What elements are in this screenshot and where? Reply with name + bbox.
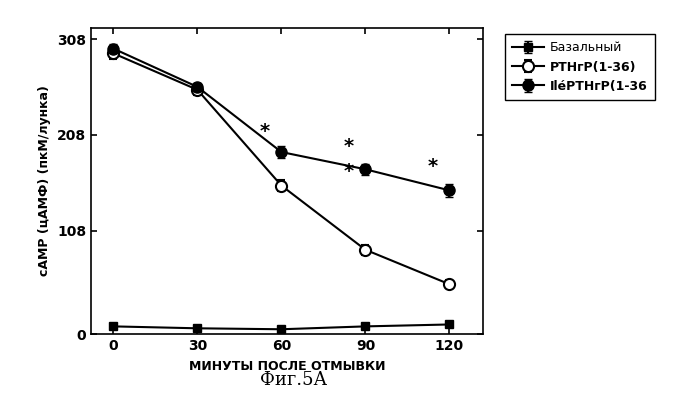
Text: *: * <box>428 157 438 176</box>
X-axis label: МИНУТЫ ПОСЛЕ ОТМЫВКИ: МИНУТЫ ПОСЛЕ ОТМЫВКИ <box>189 360 385 373</box>
Text: *: * <box>344 137 354 156</box>
Text: *: * <box>344 162 354 181</box>
Text: Фиг.5А: Фиг.5А <box>260 371 328 389</box>
Y-axis label: сАМР (цАМФ) (пкМ/лунка): сАМР (цАМФ) (пкМ/лунка) <box>38 85 52 276</box>
Legend: Базальный, PTHгP(1-36), IléPTHгP(1-36: Базальный, PTHгP(1-36), IléPTHгP(1-36 <box>505 34 655 100</box>
Text: *: * <box>260 121 270 141</box>
